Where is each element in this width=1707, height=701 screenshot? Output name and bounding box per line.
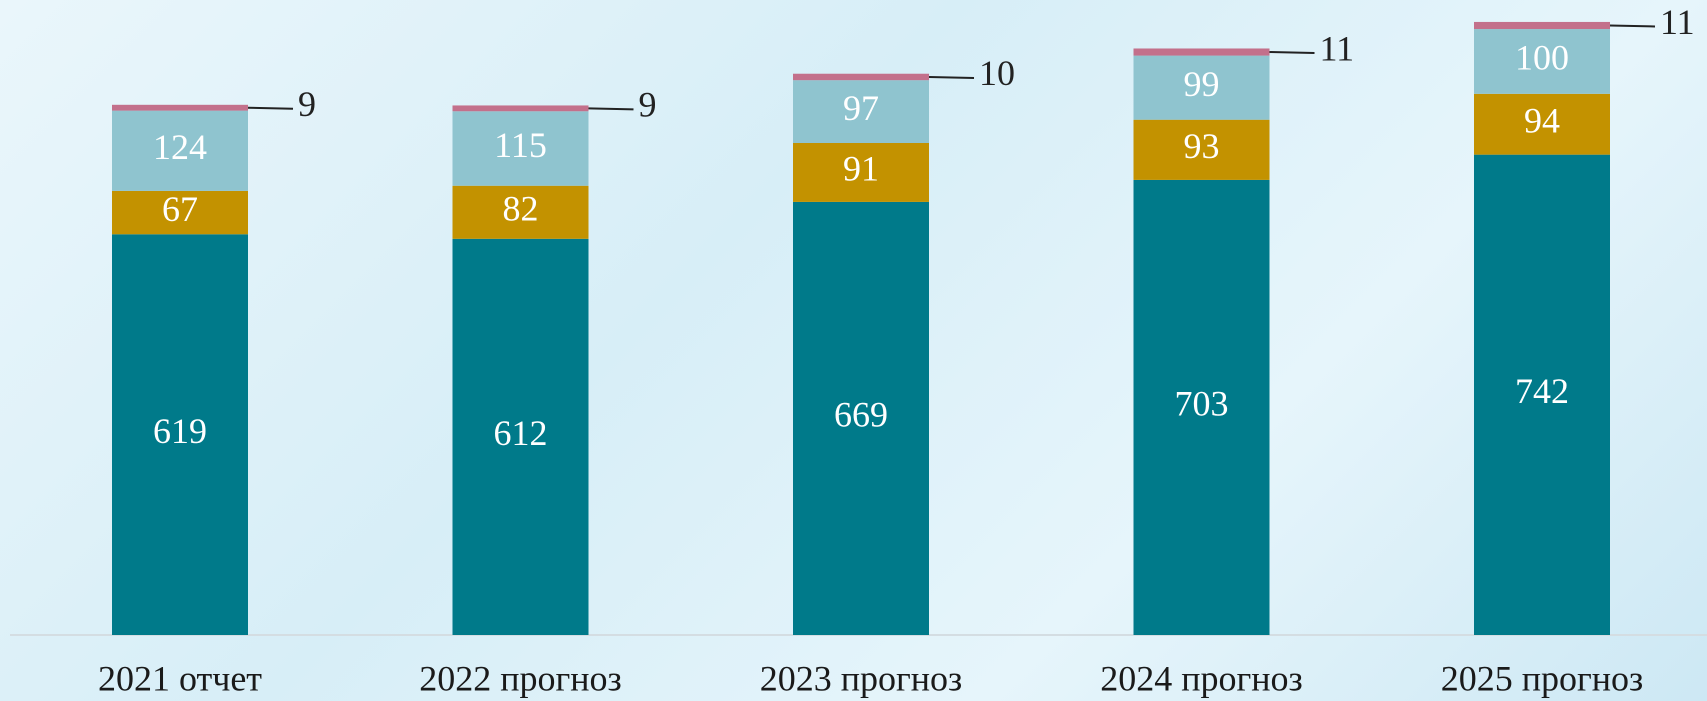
x-tick-label: 2024 прогноз (1100, 658, 1303, 698)
data-label: 9 (639, 85, 657, 125)
bar-segment (452, 185, 589, 239)
leader-line (588, 107, 634, 111)
bar-segment (112, 234, 248, 636)
data-label: 742 (1515, 371, 1569, 411)
leader-line (1269, 51, 1315, 55)
data-label: 9 (298, 84, 316, 124)
data-label: 97 (843, 88, 879, 128)
bar-segment (793, 143, 929, 202)
bar-segment (452, 238, 589, 635)
data-label: 11 (1320, 28, 1355, 68)
bar-segment (1474, 93, 1610, 155)
bar-segment (112, 104, 248, 111)
data-label: 99 (1184, 64, 1220, 104)
leader-line (247, 106, 294, 110)
bar-segment (1474, 21, 1610, 30)
data-label: 703 (1175, 384, 1229, 424)
data-label: 93 (1184, 126, 1220, 166)
data-label: 669 (834, 395, 888, 435)
bar-segment (793, 201, 929, 635)
x-tick-label: 2023 прогноз (760, 658, 963, 698)
bar-segment (112, 190, 248, 235)
x-tick-label: 2025 прогноз (1441, 658, 1644, 698)
data-label: 91 (843, 149, 879, 189)
bar-segment (452, 111, 589, 186)
data-label: 67 (162, 189, 198, 229)
bar-segment (1133, 48, 1270, 56)
data-label: 124 (153, 127, 207, 167)
leader-line (928, 75, 975, 79)
data-label: 82 (503, 189, 539, 229)
data-label: 115 (494, 125, 547, 165)
bar-segment (112, 110, 248, 191)
bar-segment (1474, 29, 1610, 94)
x-tick-label: 2022 прогноз (419, 658, 622, 698)
leader-line (1609, 24, 1656, 28)
bar-segment (793, 80, 929, 143)
data-label: 100 (1515, 38, 1569, 78)
bar-segment (1133, 119, 1270, 180)
bar-segment (452, 105, 589, 112)
data-label: 612 (494, 413, 548, 453)
bar-segment (793, 73, 929, 81)
data-label: 11 (1660, 2, 1695, 42)
bar-segment (1133, 55, 1270, 120)
x-tick-label: 2021 отчет (98, 658, 262, 698)
data-label: 619 (153, 411, 207, 451)
data-label: 10 (979, 53, 1015, 93)
bar-segment (1474, 154, 1610, 635)
bar-segment (1133, 179, 1270, 635)
data-label: 94 (1524, 100, 1560, 140)
